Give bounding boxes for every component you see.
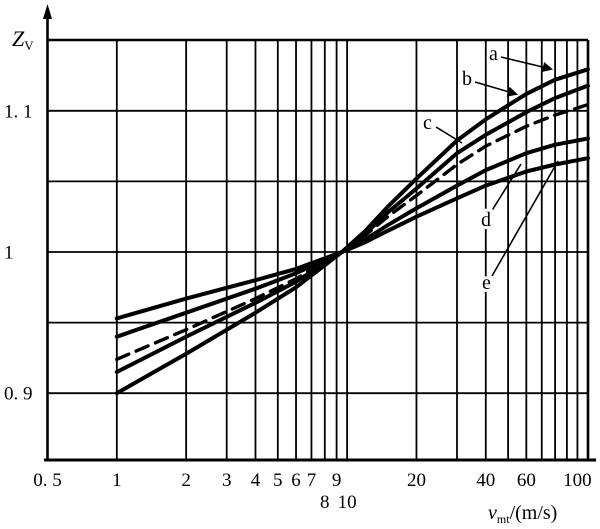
x-tick-label-40: 40	[476, 470, 495, 491]
curve-leader-c	[435, 126, 463, 144]
y-tick-label-0.9: 0. 9	[4, 384, 33, 405]
y-axis-title: ZV	[12, 26, 34, 53]
y-tick-label-1: 1	[4, 243, 14, 264]
curve-leader-e	[491, 160, 559, 277]
curve-label-a: a	[489, 43, 498, 65]
curve-leader-b	[474, 81, 518, 97]
curve-label-c: c	[423, 112, 432, 134]
x-tick-label-100: 100	[563, 470, 592, 491]
curve-d	[114, 136, 590, 339]
y-axis-arrow-icon	[43, 4, 52, 19]
curve-c	[115, 102, 590, 361]
curve-label-e: e	[482, 272, 491, 294]
x-tick-label-0.5: 0. 5	[33, 470, 62, 491]
x-tick-label-1: 1	[112, 470, 122, 491]
x-tick-label-10: 10	[338, 492, 357, 513]
curve-label-d: d	[481, 209, 491, 231]
x-tick-label-60: 60	[517, 470, 536, 491]
curve-leader-d	[490, 163, 522, 213]
x-tick-label-5: 5	[273, 470, 283, 491]
curve-leader-a	[500, 56, 554, 73]
y-tick-label-1.1: 1. 1	[4, 101, 33, 122]
curve-a	[114, 67, 590, 396]
x-tick-label-7: 7	[307, 470, 317, 491]
x-axis-title: vmt/(m/s)	[488, 502, 557, 526]
curve-label-b: b	[462, 68, 472, 90]
x-tick-label-3: 3	[222, 470, 232, 491]
x-tick-label-6: 6	[291, 470, 301, 491]
x-tick-label-4: 4	[251, 470, 261, 491]
curve-e	[114, 156, 590, 321]
curve-b	[114, 83, 590, 374]
x-tick-label-8: 8	[320, 492, 330, 513]
x-tick-label-2: 2	[181, 470, 191, 491]
x-tick-label-9: 9	[332, 470, 342, 491]
x-tick-label-20: 20	[407, 470, 426, 491]
